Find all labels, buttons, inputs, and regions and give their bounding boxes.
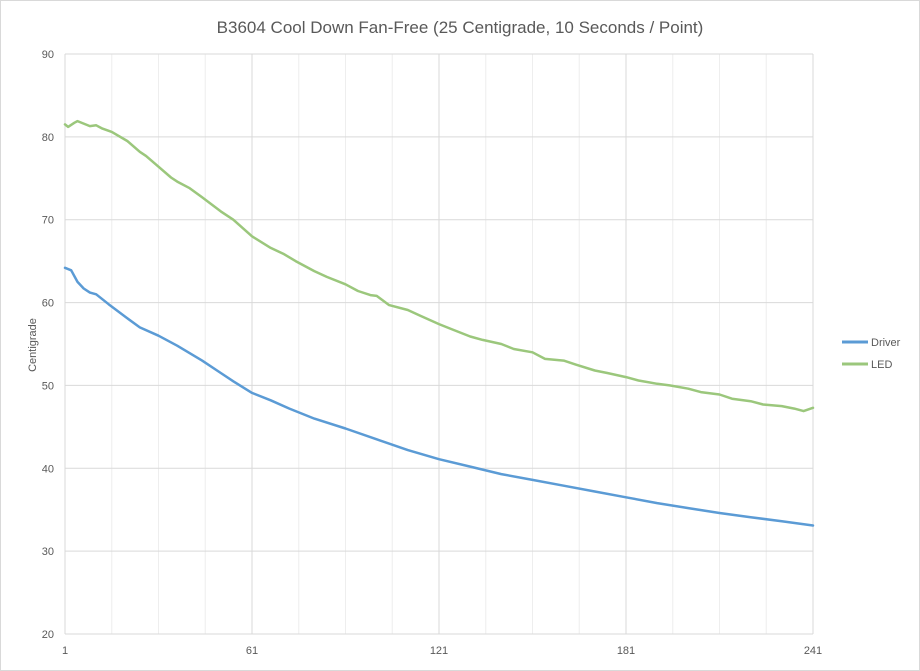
y-tick-label: 40	[42, 463, 54, 475]
y-axis-label: Centigrade	[27, 318, 39, 372]
legend-label-led: LED	[871, 359, 892, 371]
y-tick-label: 60	[42, 298, 54, 310]
x-tick-label: 181	[617, 645, 635, 657]
x-tick-label: 61	[246, 645, 258, 657]
y-tick-label: 50	[42, 380, 54, 392]
series-layer	[63, 119, 815, 527]
series-line-led	[63, 119, 815, 413]
y-tick-label: 30	[42, 546, 54, 558]
y-axis-ticks: 20 30 40 50 60 70 80 90	[42, 49, 54, 641]
y-tick-label: 20	[42, 629, 54, 641]
x-tick-label: 121	[430, 645, 448, 657]
series-line-driver	[63, 266, 815, 527]
x-axis-ticks: 1 61 121 181 241	[62, 645, 822, 657]
y-tick-label: 80	[42, 132, 54, 144]
x-tick-label: 1	[62, 645, 68, 657]
gridlines	[64, 53, 814, 635]
x-tick-label: 241	[804, 645, 822, 657]
y-tick-label: 90	[42, 49, 54, 61]
legend: Driver LED	[842, 337, 901, 371]
chart-title: B3604 Cool Down Fan-Free (25 Centigrade,…	[217, 18, 704, 37]
legend-label-driver: Driver	[871, 337, 901, 349]
y-tick-label: 70	[42, 215, 54, 227]
